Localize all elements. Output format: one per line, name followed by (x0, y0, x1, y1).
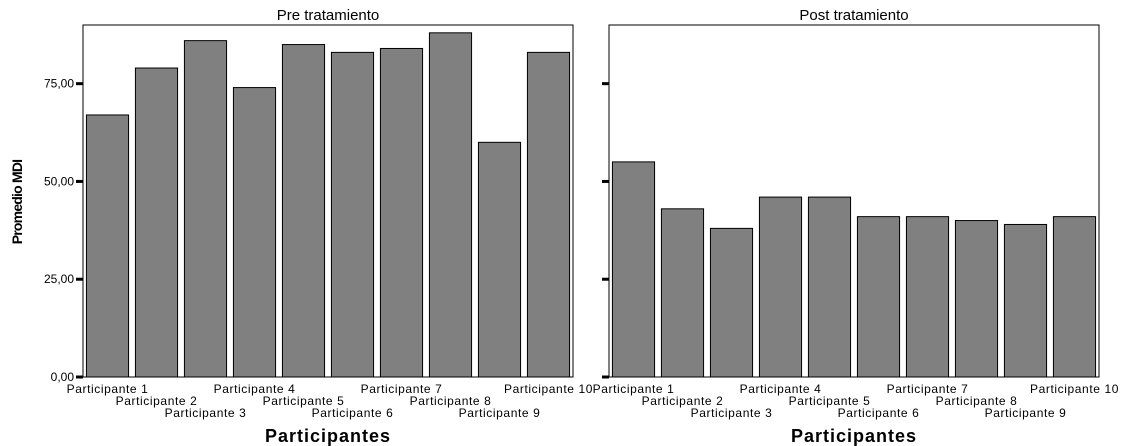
chart-panel-1: Pre tratamiento 0,00 25,00 50,00 75,00 Partic… (44, 7, 593, 446)
bar-5 (807, 196, 852, 378)
x-tick-label: Participante 10 (1030, 382, 1119, 396)
bar-5 (281, 44, 326, 378)
x-tick-label: Participante 8 (410, 394, 492, 408)
bar-7 (905, 216, 950, 378)
y-tick-label: 0,00 (51, 370, 75, 384)
bar-1 (611, 161, 656, 378)
bar-7 (379, 47, 424, 378)
panel-frame (82, 24, 574, 378)
bar-3 (709, 227, 754, 378)
bar-9 (477, 141, 522, 378)
bar-9 (1003, 223, 1048, 378)
bar-8 (954, 220, 999, 378)
x-tick-label: Participante 4 (740, 382, 822, 396)
bar-6 (856, 216, 901, 378)
bar-1 (85, 114, 130, 378)
x-tick-label: Participante 9 (985, 406, 1067, 420)
x-tick-label: Participante 6 (838, 406, 920, 420)
x-tick-label: Participante 1 (67, 382, 149, 396)
panel-frame (608, 24, 1100, 378)
x-tick-label: Participante 7 (361, 382, 443, 396)
bar-3 (183, 40, 228, 378)
bar-6 (330, 51, 375, 378)
x-tick-label: Participante 8 (936, 394, 1018, 408)
y-tick-label: 75,00 (44, 77, 74, 91)
x-tick-label: Participante 3 (691, 406, 773, 420)
y-tick-label: 25,00 (44, 272, 74, 286)
bar-8 (428, 32, 473, 378)
bar-4 (232, 87, 277, 378)
bar-2 (134, 67, 179, 378)
x-tick-label: Participante 2 (116, 394, 198, 408)
bar-10 (526, 51, 571, 378)
x-tick-label: Participante 2 (642, 394, 724, 408)
x-tick-label: Participante 9 (459, 406, 541, 420)
bar-4 (758, 196, 803, 378)
x-tick-label: Participante 6 (312, 406, 394, 420)
x-axis-label: Participantes (791, 426, 917, 446)
x-tick-label: Participante 1 (593, 382, 675, 396)
x-axis-label: Participantes (265, 426, 391, 446)
y-axis-label: Promedio MDI (9, 160, 25, 245)
y-tick-label: 50,00 (44, 174, 74, 188)
x-tick-label: Participante 7 (887, 382, 969, 396)
x-tick-label: Participante 10 (504, 382, 593, 396)
x-tick-label: Participante 5 (263, 394, 345, 408)
bar-2 (660, 208, 705, 378)
bar-10 (1052, 216, 1097, 378)
panel-title: Pre tratamiento (277, 7, 380, 24)
x-tick-label: Participante 4 (214, 382, 296, 396)
x-tick-label: Participante 5 (789, 394, 871, 408)
panel-title: Post tratamiento (799, 7, 908, 24)
x-tick-label: Participante 3 (165, 406, 247, 420)
